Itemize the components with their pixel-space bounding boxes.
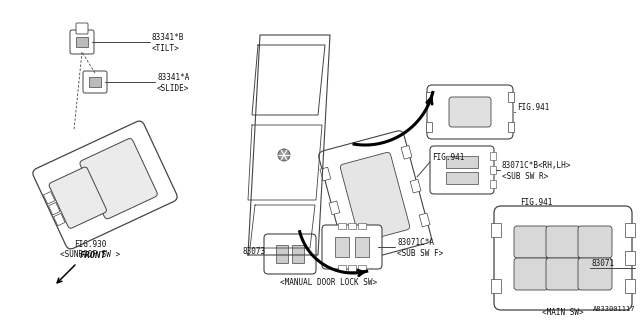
FancyBboxPatch shape	[514, 226, 548, 258]
Text: FIG.941: FIG.941	[517, 103, 549, 112]
FancyBboxPatch shape	[322, 225, 382, 269]
Bar	[491, 279, 501, 293]
Bar	[625, 251, 635, 265]
Bar	[329, 201, 340, 215]
Text: FIG.930: FIG.930	[74, 240, 106, 249]
Bar	[491, 223, 501, 237]
Bar	[358, 223, 366, 229]
Text: 83073: 83073	[243, 247, 266, 256]
FancyBboxPatch shape	[319, 131, 431, 263]
Bar	[355, 237, 369, 257]
Bar	[446, 156, 478, 168]
Bar	[348, 265, 356, 271]
Bar	[419, 213, 430, 227]
Bar	[401, 146, 412, 159]
Text: FIG.941: FIG.941	[432, 153, 465, 162]
Bar	[490, 180, 496, 188]
Bar	[292, 245, 304, 263]
FancyBboxPatch shape	[514, 258, 548, 290]
Bar	[508, 92, 514, 102]
Bar	[335, 237, 349, 257]
FancyBboxPatch shape	[83, 71, 107, 93]
Text: <SUNROOF SW >: <SUNROOF SW >	[60, 250, 120, 259]
FancyBboxPatch shape	[578, 226, 612, 258]
Text: <SLIDE>: <SLIDE>	[157, 84, 189, 93]
Bar	[625, 279, 635, 293]
Bar	[625, 223, 635, 237]
FancyBboxPatch shape	[494, 206, 632, 310]
Bar	[490, 166, 496, 174]
Bar	[338, 223, 346, 229]
Bar	[49, 203, 60, 215]
Bar	[426, 122, 432, 132]
FancyBboxPatch shape	[430, 146, 494, 194]
Bar	[76, 37, 88, 47]
Bar	[490, 152, 496, 160]
FancyBboxPatch shape	[340, 152, 410, 242]
FancyBboxPatch shape	[427, 85, 513, 139]
Bar	[508, 122, 514, 132]
Bar	[410, 179, 421, 193]
Text: <TILT>: <TILT>	[152, 44, 180, 53]
Bar	[446, 172, 478, 184]
Bar	[338, 235, 349, 249]
FancyBboxPatch shape	[80, 139, 157, 219]
FancyBboxPatch shape	[49, 167, 106, 228]
FancyBboxPatch shape	[578, 258, 612, 290]
Text: FRONT: FRONT	[80, 251, 107, 260]
Text: 83071: 83071	[592, 259, 615, 268]
Bar	[338, 265, 346, 271]
FancyBboxPatch shape	[264, 234, 316, 274]
Bar	[348, 223, 356, 229]
Bar	[276, 245, 288, 263]
Circle shape	[278, 149, 290, 161]
Text: 83071C*B<RH,LH>: 83071C*B<RH,LH>	[502, 161, 572, 170]
Text: <SUB SW R>: <SUB SW R>	[502, 172, 548, 181]
Text: <SUB SW F>: <SUB SW F>	[397, 249, 444, 258]
Bar	[89, 77, 101, 87]
Bar	[426, 92, 432, 102]
Text: 83341*A: 83341*A	[157, 73, 189, 82]
Text: <MANUAL DOOR LOCK SW>: <MANUAL DOOR LOCK SW>	[280, 278, 377, 287]
Bar	[54, 213, 65, 226]
Bar	[44, 192, 55, 204]
FancyBboxPatch shape	[546, 258, 580, 290]
Text: FIG.941: FIG.941	[520, 198, 552, 207]
Text: <MAIN SW>: <MAIN SW>	[542, 308, 584, 317]
Text: A833001117: A833001117	[593, 306, 635, 312]
Text: 83341*B: 83341*B	[152, 33, 184, 42]
Bar	[358, 265, 366, 271]
FancyBboxPatch shape	[76, 23, 88, 34]
Bar	[320, 167, 331, 181]
FancyBboxPatch shape	[449, 97, 491, 127]
FancyBboxPatch shape	[546, 226, 580, 258]
FancyBboxPatch shape	[33, 121, 177, 249]
FancyBboxPatch shape	[70, 30, 94, 54]
Text: 83071C*A: 83071C*A	[397, 238, 434, 247]
